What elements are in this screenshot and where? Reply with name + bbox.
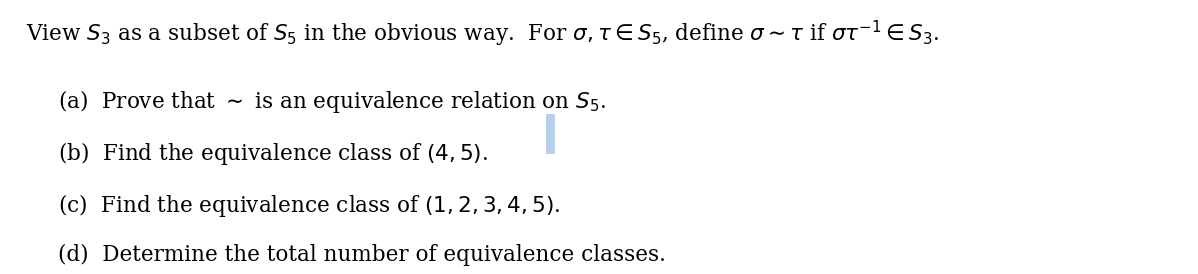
Text: (a)  Prove that $\sim$ is an equivalence relation on $S_5$.: (a) Prove that $\sim$ is an equivalence … — [58, 88, 606, 115]
Text: (b)  Find the equivalence class of $(4, 5)$.: (b) Find the equivalence class of $(4, 5… — [58, 140, 488, 167]
Text: (c)  Find the equivalence class of $(1, 2, 3, 4, 5)$.: (c) Find the equivalence class of $(1, 2… — [58, 192, 559, 219]
Text: (d)  Determine the total number of equivalence classes.: (d) Determine the total number of equiva… — [58, 244, 665, 266]
Text: View $S_3$ as a subset of $S_5$ in the obvious way.  For $\sigma, \tau \in S_5$,: View $S_3$ as a subset of $S_5$ in the o… — [26, 19, 939, 49]
